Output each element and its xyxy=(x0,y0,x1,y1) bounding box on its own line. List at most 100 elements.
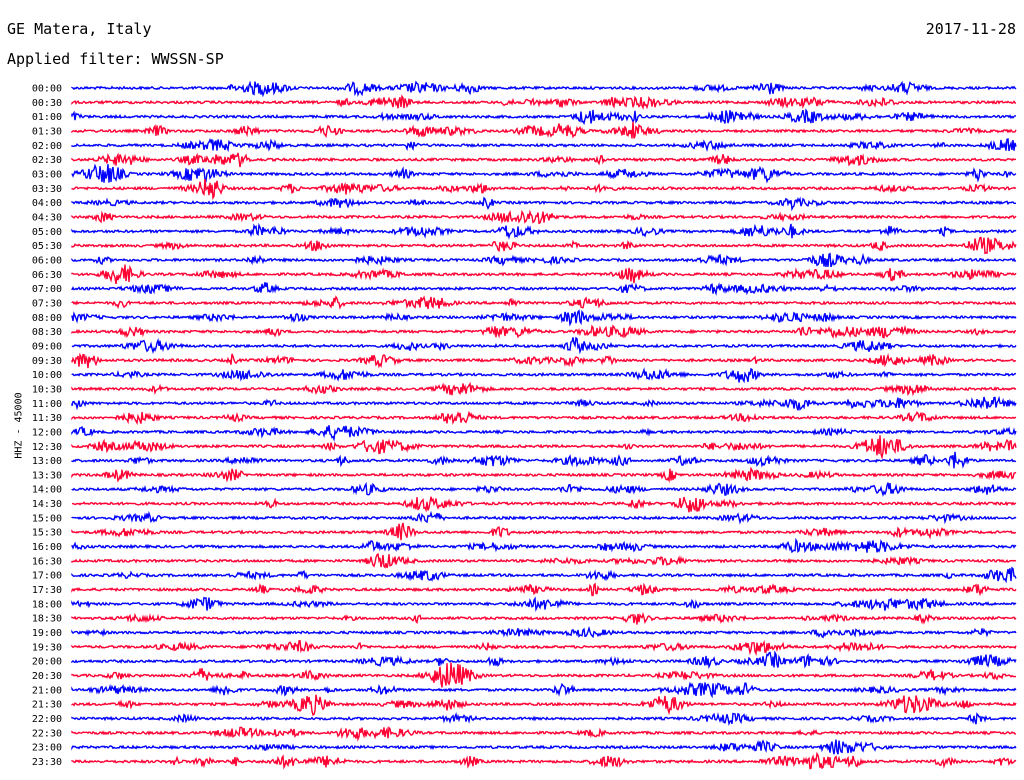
trace-row xyxy=(71,425,1017,442)
row-label: 20:30 xyxy=(32,671,62,682)
row-label: 04:30 xyxy=(32,212,62,223)
trace-row xyxy=(71,152,1016,168)
row-label: 03:00 xyxy=(32,169,62,180)
date-label: 2017-11-28 xyxy=(925,20,1016,38)
row-label: 18:00 xyxy=(32,599,62,610)
row-label: 07:00 xyxy=(32,284,62,295)
row-label: 00:30 xyxy=(32,98,62,109)
row-label: 15:30 xyxy=(32,528,62,539)
row-label: 19:00 xyxy=(32,628,62,639)
trace-row xyxy=(71,236,1017,255)
row-label: 04:00 xyxy=(32,198,62,209)
trace-row xyxy=(71,137,1017,153)
row-label: 05:30 xyxy=(32,241,62,252)
trace-row xyxy=(71,295,1017,310)
row-label: 17:30 xyxy=(32,585,62,596)
row-label: 05:00 xyxy=(32,227,62,238)
row-label: 10:30 xyxy=(32,384,62,395)
row-label: 14:00 xyxy=(32,485,62,496)
trace-row xyxy=(71,435,1017,460)
trace-row xyxy=(71,639,1017,657)
row-label: 21:30 xyxy=(32,700,62,711)
row-label: 20:00 xyxy=(32,657,62,668)
trace-row xyxy=(71,264,1017,285)
trace-row xyxy=(71,466,1017,484)
trace-row xyxy=(71,324,1017,339)
trace-row xyxy=(71,381,1017,397)
trace-row xyxy=(71,410,1017,425)
trace-row xyxy=(71,209,1017,225)
row-label: 02:30 xyxy=(32,155,62,166)
row-label: 01:00 xyxy=(32,112,62,123)
row-label: 15:00 xyxy=(32,513,62,524)
trace-row xyxy=(71,662,1017,688)
row-label: 22:30 xyxy=(32,728,62,739)
row-label: 13:00 xyxy=(32,456,62,467)
trace-row xyxy=(71,395,1017,411)
trace-row xyxy=(71,163,1017,184)
trace-row xyxy=(71,566,1017,584)
row-label: 02:00 xyxy=(32,141,62,152)
trace-row xyxy=(71,108,1017,126)
trace-row xyxy=(71,121,1017,139)
trace-row xyxy=(71,94,1017,110)
trace-row xyxy=(71,222,1017,240)
row-label: 06:00 xyxy=(32,255,62,266)
row-label: 09:30 xyxy=(32,356,62,367)
row-label: 18:30 xyxy=(32,614,62,625)
row-label: 12:30 xyxy=(32,442,62,453)
trace-row xyxy=(71,496,1017,513)
trace-row xyxy=(71,80,1017,98)
trace-row xyxy=(71,196,1016,212)
trace-row xyxy=(71,309,1017,327)
trace-row xyxy=(71,625,1017,639)
row-label: 14:30 xyxy=(32,499,62,510)
trace-row xyxy=(71,537,1017,554)
trace-row xyxy=(71,596,1017,613)
filter-label: Applied filter: WWSSN-SP xyxy=(7,50,224,68)
row-label: 17:00 xyxy=(32,571,62,582)
row-label: 08:00 xyxy=(32,313,62,324)
row-label: 16:30 xyxy=(32,556,62,567)
trace-row xyxy=(71,582,1017,597)
trace-row xyxy=(71,694,1017,716)
trace-row xyxy=(71,611,1017,625)
row-label: 11:00 xyxy=(32,399,62,410)
row-label: 21:00 xyxy=(32,685,62,696)
trace-row xyxy=(71,712,1017,727)
trace-row xyxy=(71,481,1017,497)
trace-row xyxy=(71,178,1017,201)
trace-row xyxy=(71,252,1017,268)
trace-row xyxy=(71,739,1017,755)
row-label: 09:00 xyxy=(32,341,62,352)
row-label: 07:30 xyxy=(32,298,62,309)
row-label: 03:30 xyxy=(32,184,62,195)
row-label: 23:30 xyxy=(32,757,62,768)
station-title: GE Matera, Italy xyxy=(7,20,152,38)
trace-row xyxy=(71,751,1017,770)
trace-row xyxy=(71,367,1017,384)
row-label: 00:00 xyxy=(32,84,62,95)
row-label: 01:30 xyxy=(32,126,62,137)
trace-row xyxy=(71,336,1017,355)
row-labels: 00:00 00:30 01:00 01:30 02:00 02:30 03:00 03:30… xyxy=(32,84,62,769)
trace-row xyxy=(71,282,1017,296)
row-label: 10:00 xyxy=(32,370,62,381)
trace-row xyxy=(71,681,1017,699)
row-label: 23:00 xyxy=(32,743,62,754)
trace-row xyxy=(71,352,1017,369)
row-label: 16:00 xyxy=(32,542,62,553)
row-label: 19:30 xyxy=(32,642,62,653)
trace-row xyxy=(71,650,1017,670)
row-label: 11:30 xyxy=(32,413,62,424)
trace-row xyxy=(71,510,1017,525)
trace-row xyxy=(71,451,1017,469)
row-label: 13:30 xyxy=(32,470,62,481)
row-label: 06:30 xyxy=(32,270,62,281)
trace-row xyxy=(71,522,1017,541)
trace-row xyxy=(71,552,1017,569)
trace-lines xyxy=(71,80,1017,770)
row-label: 22:00 xyxy=(32,714,62,725)
row-label: 12:00 xyxy=(32,427,62,438)
